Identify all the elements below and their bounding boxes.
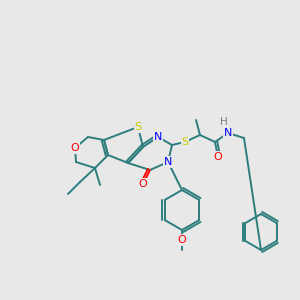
- Text: S: S: [134, 122, 142, 132]
- Text: H: H: [220, 117, 228, 127]
- Text: O: O: [214, 152, 222, 162]
- Text: O: O: [178, 235, 186, 245]
- Text: O: O: [139, 179, 147, 189]
- Text: N: N: [154, 132, 162, 142]
- Text: O: O: [70, 143, 80, 153]
- Text: N: N: [224, 128, 232, 138]
- Text: N: N: [164, 157, 172, 167]
- Text: S: S: [182, 137, 189, 147]
